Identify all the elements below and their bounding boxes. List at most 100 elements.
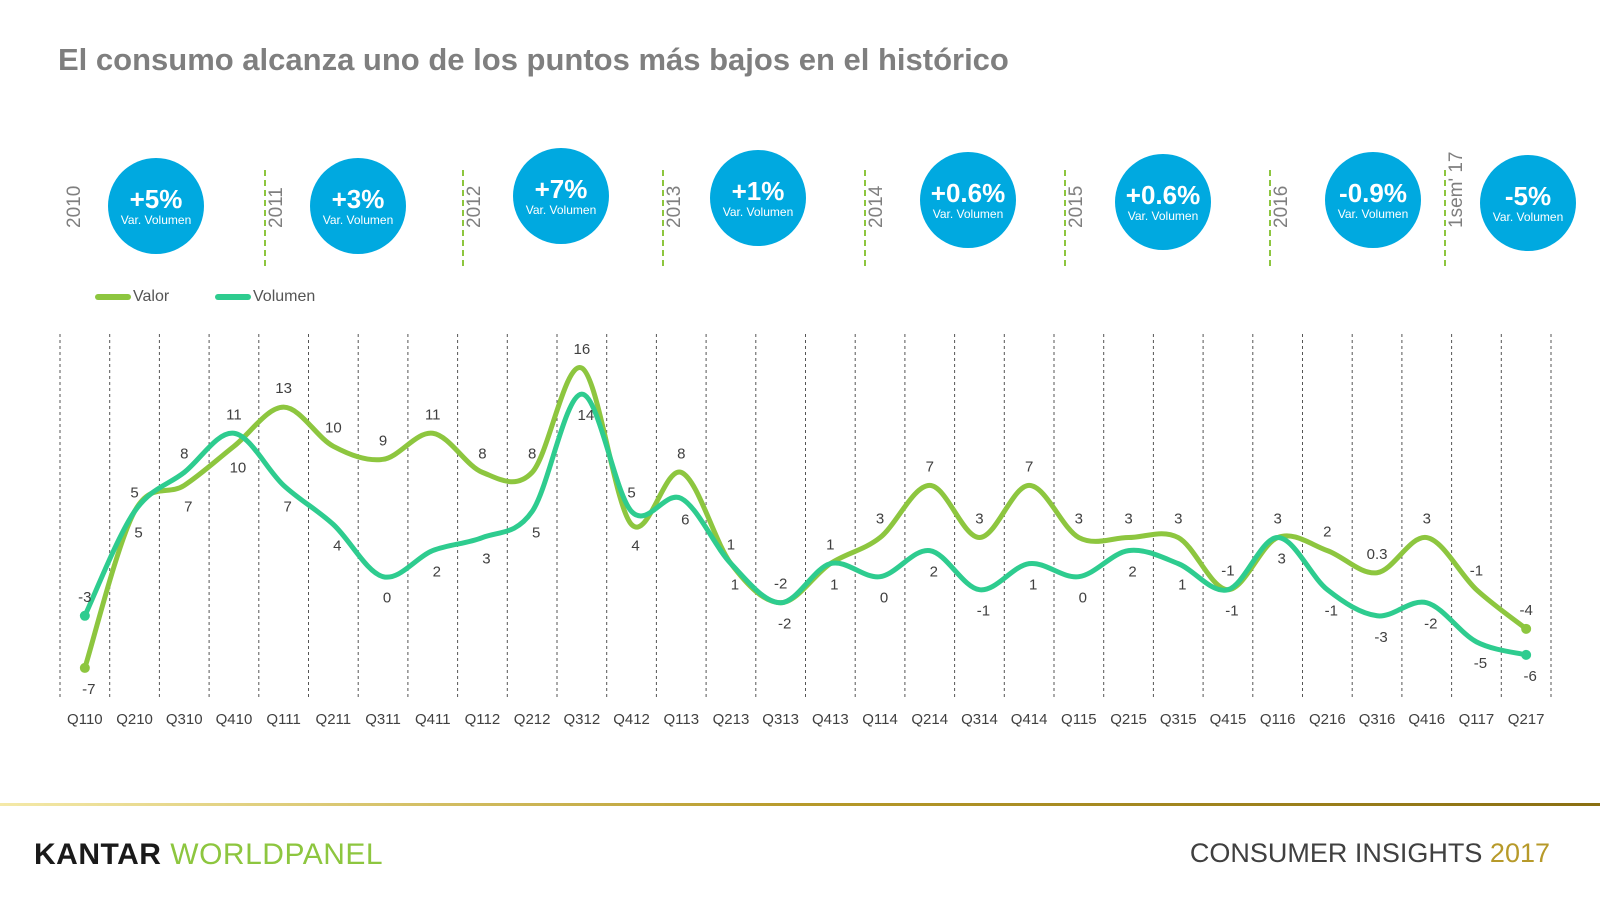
data-label-valor: 2 bbox=[1323, 524, 1331, 541]
data-label-valor: 7 bbox=[926, 458, 934, 475]
series-line-volumen bbox=[82, 391, 1529, 658]
data-label-volumen: 8 bbox=[180, 445, 188, 462]
x-tick-label: Q110 bbox=[67, 711, 103, 728]
footer-divider bbox=[0, 803, 1600, 806]
x-tick-label: Q315 bbox=[1160, 711, 1197, 728]
year-divider bbox=[1444, 170, 1446, 266]
volume-change-bubble: -0.9% Var. Volumen bbox=[1325, 152, 1421, 248]
data-label-valor: 8 bbox=[677, 445, 685, 462]
x-tick-label: Q415 bbox=[1210, 711, 1247, 728]
data-label-volumen: 2 bbox=[433, 564, 441, 581]
data-label-valor: 13 bbox=[275, 380, 292, 397]
year-label: 2016 bbox=[1271, 185, 1292, 228]
year-label: 2011 bbox=[266, 187, 287, 228]
data-label-volumen: 0 bbox=[383, 590, 391, 607]
data-label-volumen: 0 bbox=[880, 590, 888, 607]
data-point-valor bbox=[1521, 623, 1532, 634]
legend-label-valor: Valor bbox=[133, 288, 170, 305]
year-summary-strip: 2010 +5% Var. Volumen 2011 +3% Var. Volumen 20… bbox=[0, 140, 1600, 270]
volume-change-caption: Var. Volumen bbox=[1337, 207, 1409, 221]
volume-change-bubble: +5% Var. Volumen bbox=[108, 158, 204, 254]
x-tick-label: Q212 bbox=[514, 711, 551, 728]
year-label: 2010 bbox=[64, 185, 85, 228]
x-tick-label: Q217 bbox=[1508, 711, 1545, 728]
x-tick-label: Q312 bbox=[563, 711, 600, 728]
volume-change-bubble: +1% Var. Volumen bbox=[710, 150, 806, 246]
year-label: 2012 bbox=[464, 185, 485, 228]
data-label-volumen: -5 bbox=[1474, 655, 1487, 672]
data-label-volumen: 5 bbox=[627, 484, 635, 501]
data-label-valor: 7 bbox=[1025, 458, 1033, 475]
data-label-volumen: 14 bbox=[578, 407, 595, 424]
year-divider bbox=[864, 170, 866, 266]
legend-label-volumen: Volumen bbox=[253, 288, 316, 305]
data-label-valor: 0.3 bbox=[1367, 546, 1388, 563]
x-tick-label: Q413 bbox=[812, 711, 849, 728]
brand-name-kantar: KANTAR bbox=[34, 838, 162, 871]
year-divider bbox=[462, 170, 464, 266]
data-label-volumen: -2 bbox=[778, 616, 791, 633]
volume-change-value: +0.6% bbox=[930, 178, 1006, 208]
x-tick-label: Q210 bbox=[116, 711, 153, 728]
volume-change-caption: Var. Volumen bbox=[1492, 210, 1564, 224]
volume-change-caption: Var. Volumen bbox=[722, 205, 794, 219]
data-label-valor: -1 bbox=[1221, 563, 1234, 580]
data-label-volumen: 3 bbox=[482, 551, 490, 568]
volume-change-bubble: -5% Var. Volumen bbox=[1480, 155, 1576, 251]
x-tick-label: Q316 bbox=[1359, 711, 1396, 728]
footer-tagline-text: CONSUMER INSIGHTS bbox=[1189, 838, 1483, 868]
volume-change-value: +0.6% bbox=[1125, 180, 1201, 210]
volume-change-caption: Var. Volumen bbox=[322, 213, 394, 227]
year-divider bbox=[264, 170, 266, 266]
x-tick-label: Q213 bbox=[713, 711, 750, 728]
volume-change-bubble: +3% Var. Volumen bbox=[310, 158, 406, 254]
data-label-volumen: 5 bbox=[134, 524, 142, 541]
data-label-valor: 3 bbox=[1075, 511, 1083, 528]
data-label-volumen: -1 bbox=[1225, 603, 1238, 620]
legend-swatch-volumen bbox=[215, 294, 251, 300]
footer-tagline: CONSUMER INSIGHTS 2017 bbox=[1190, 838, 1550, 869]
data-label-valor: 1 bbox=[826, 537, 834, 554]
data-label-volumen: -2 bbox=[1424, 616, 1437, 633]
data-label-valor: 4 bbox=[631, 538, 639, 555]
data-label-volumen: 1 bbox=[1178, 577, 1186, 594]
data-label-valor: -1 bbox=[1470, 563, 1483, 580]
volume-change-caption: Var. Volumen bbox=[120, 213, 192, 227]
data-label-volumen: 0 bbox=[1079, 590, 1087, 607]
data-label-valor: 3 bbox=[876, 511, 884, 528]
data-label-valor: 1 bbox=[727, 537, 735, 554]
data-label-volumen: -1 bbox=[1325, 603, 1338, 620]
year-divider bbox=[1064, 170, 1066, 266]
data-label-valor: 3 bbox=[1174, 511, 1182, 528]
data-label-volumen: -3 bbox=[78, 589, 91, 606]
data-label-valor: -7 bbox=[82, 681, 95, 698]
data-label-volumen: -1 bbox=[977, 603, 990, 620]
data-label-valor: 3 bbox=[975, 511, 983, 528]
volume-change-bubble: +0.6% Var. Volumen bbox=[1115, 154, 1211, 250]
footer-tagline-year: 2017 bbox=[1489, 838, 1550, 868]
year-label: 2015 bbox=[1066, 185, 1087, 228]
data-label-valor: 10 bbox=[325, 419, 342, 436]
data-label-volumen: 1 bbox=[731, 577, 739, 594]
legend-swatch-valor bbox=[95, 294, 131, 300]
data-label-volumen: 4 bbox=[333, 538, 341, 555]
data-label-volumen: -6 bbox=[1523, 668, 1536, 685]
x-tick-label: Q411 bbox=[415, 711, 451, 728]
x-tick-label: Q310 bbox=[166, 711, 203, 728]
data-label-volumen: 2 bbox=[1128, 564, 1136, 581]
x-tick-label: Q115 bbox=[1061, 711, 1097, 728]
data-label-volumen: 11 bbox=[226, 406, 242, 423]
data-label-valor: -2 bbox=[774, 576, 787, 593]
x-tick-label: Q112 bbox=[465, 711, 501, 728]
x-tick-label: Q416 bbox=[1408, 711, 1445, 728]
brand-logo: KANTAR WORLDPANEL bbox=[34, 838, 383, 872]
year-divider bbox=[1269, 170, 1271, 266]
data-label-valor: 3 bbox=[1273, 511, 1281, 528]
x-tick-label: Q412 bbox=[613, 711, 650, 728]
data-label-valor: 5 bbox=[130, 484, 138, 501]
data-label-valor: 3 bbox=[1423, 511, 1431, 528]
x-tick-label: Q113 bbox=[663, 711, 699, 728]
data-label-valor: 7 bbox=[184, 498, 192, 515]
x-tick-label: Q410 bbox=[216, 711, 253, 728]
line-chart: Q110 Q210 Q310 Q410 Q111 Q211 Q311 Q411 Q112 Q212… bbox=[59, 334, 1552, 728]
